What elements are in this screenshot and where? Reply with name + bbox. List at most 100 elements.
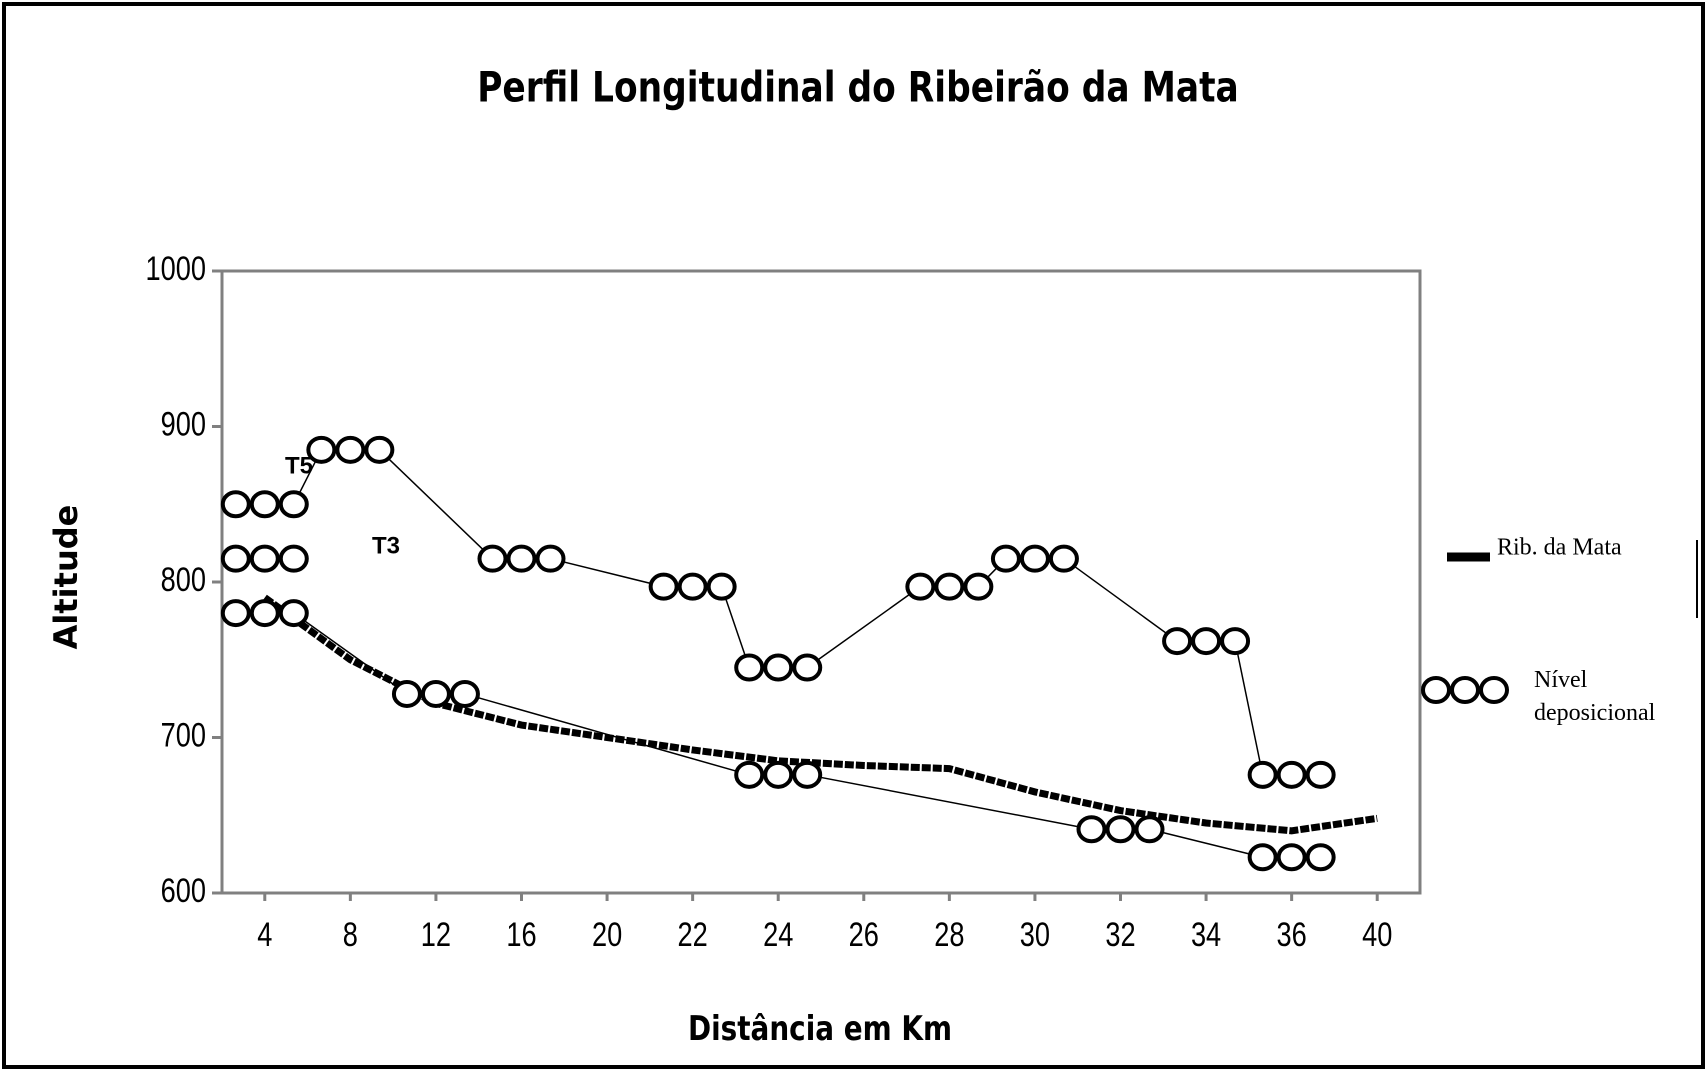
terrace-level <box>734 653 823 682</box>
terrace-level <box>990 544 1079 573</box>
y-axis-label: Altitude <box>47 505 85 650</box>
terrace-level <box>220 490 309 519</box>
marker-circle <box>1048 544 1079 573</box>
terrace-link <box>807 774 1092 830</box>
terrace-level <box>1247 843 1336 872</box>
x-axis-label: Distância em Km <box>688 1009 952 1048</box>
marker-circle <box>1479 676 1509 704</box>
terrace-link <box>464 693 750 776</box>
marker-circle <box>391 679 422 708</box>
annotation: T3 <box>372 532 400 559</box>
marker-circle <box>506 544 537 573</box>
x-tick-label: 12 <box>421 915 451 954</box>
x-tick-label: 20 <box>592 915 622 954</box>
marker-circle <box>220 544 251 573</box>
marker-circle <box>1134 815 1165 844</box>
y-tick-label: 800 <box>161 560 206 599</box>
terrace-level <box>1076 815 1165 844</box>
legend-swatch <box>1421 676 1509 704</box>
marker-circle <box>934 572 965 601</box>
terrace-link <box>720 586 750 668</box>
marker-circle <box>1421 676 1451 704</box>
marker-circle <box>1105 815 1136 844</box>
marker-circle <box>278 490 309 519</box>
marker-circle <box>1305 760 1336 789</box>
marker-circle <box>905 572 936 601</box>
x-tick-label: 16 <box>506 915 536 954</box>
terrace-link <box>1234 640 1264 775</box>
marker-circle <box>1191 627 1222 656</box>
marker-circle <box>677 572 708 601</box>
marker-circle <box>420 679 451 708</box>
marker-circle <box>1450 676 1480 704</box>
terrace-level <box>905 572 994 601</box>
x-tick-label: 4 <box>257 915 272 954</box>
y-tick-label: 1000 <box>146 249 206 288</box>
marker-circle <box>1305 843 1336 872</box>
marker-circle <box>648 572 679 601</box>
x-tick-label: 34 <box>1191 915 1221 954</box>
marker-circle <box>364 435 395 464</box>
terrace-link <box>806 586 921 669</box>
marker-circle <box>249 544 280 573</box>
x-tick-label: 40 <box>1362 915 1392 954</box>
x-tick-label: 28 <box>934 915 964 954</box>
terrace-level <box>477 544 566 573</box>
marker-circle <box>278 599 309 628</box>
legend-label: Nível deposicional <box>1534 667 1656 726</box>
terrace-level <box>734 760 823 789</box>
marker-circle <box>1247 760 1278 789</box>
marker-circle <box>734 653 765 682</box>
annotation: T5 <box>285 452 313 479</box>
marker-circle <box>335 435 366 464</box>
marker-circle <box>792 653 823 682</box>
marker-circle <box>249 490 280 519</box>
marker-circle <box>278 544 309 573</box>
terrace-level <box>1247 760 1336 789</box>
x-tick-label: 24 <box>763 915 793 954</box>
legend-label: Rib. da Mata <box>1497 535 1622 561</box>
marker-circle <box>449 679 480 708</box>
legend-text: Nível deposicional <box>1534 667 1656 726</box>
marker-circle <box>1247 843 1278 872</box>
y-tick-label: 700 <box>161 716 206 755</box>
terrace-level <box>1162 627 1251 656</box>
marker-circle <box>763 653 794 682</box>
marker-circle <box>535 544 566 573</box>
marker-circle <box>1076 815 1107 844</box>
x-tick-label: 26 <box>849 915 879 954</box>
marker-circle <box>734 760 765 789</box>
x-tick-label: 30 <box>1020 915 1050 954</box>
terrace-level <box>220 544 309 573</box>
marker-circle <box>706 572 737 601</box>
terrace-link <box>1149 828 1263 858</box>
marker-circle <box>990 544 1021 573</box>
terrace-level <box>391 679 480 708</box>
x-tick-label: 36 <box>1277 915 1307 954</box>
marker-circle <box>1162 627 1193 656</box>
marker-circle <box>220 599 251 628</box>
terrace-link <box>1063 558 1178 642</box>
chart-title: Perfil Longitudinal do Ribeirão da Mata <box>477 63 1239 112</box>
marker-circle <box>1276 760 1307 789</box>
marker-circle <box>477 544 508 573</box>
terrace-link <box>378 449 494 560</box>
terrace-link <box>293 612 408 695</box>
marker-circle <box>963 572 994 601</box>
marker-circle <box>763 760 794 789</box>
x-tick-label: 8 <box>343 915 358 954</box>
marker-circle <box>792 760 823 789</box>
marker-circle <box>1019 544 1050 573</box>
y-tick-label: 900 <box>161 405 206 444</box>
x-tick-label: 32 <box>1105 915 1135 954</box>
marker-circle <box>306 435 337 464</box>
marker-circle <box>220 490 251 519</box>
marker-circle <box>1220 627 1251 656</box>
terrace-level <box>220 599 309 628</box>
terrace-level <box>648 572 737 601</box>
x-tick-label: 22 <box>678 915 708 954</box>
terrace-level <box>306 435 395 464</box>
river-line <box>262 594 1378 835</box>
